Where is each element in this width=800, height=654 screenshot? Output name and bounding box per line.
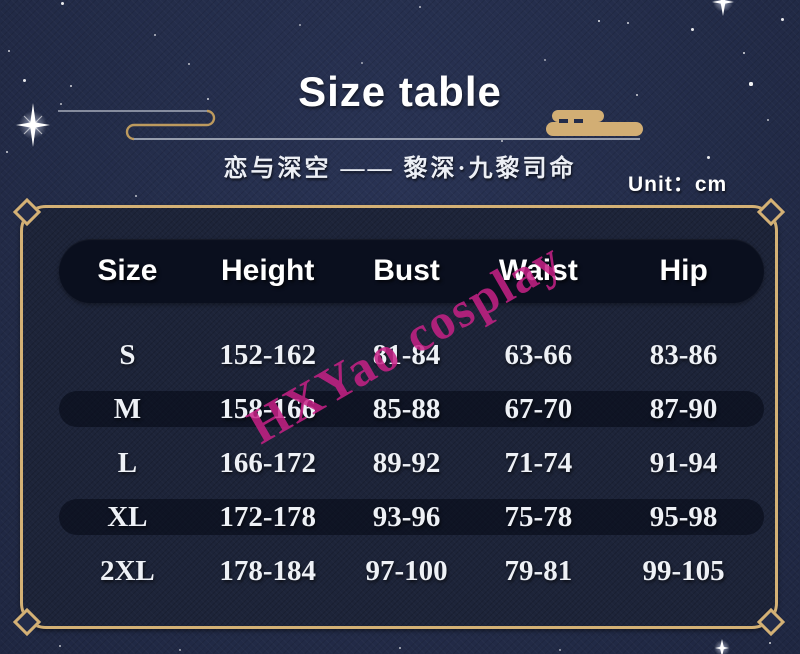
table-cell: 85-88 bbox=[372, 392, 441, 425]
table-cell: 99-105 bbox=[642, 554, 725, 587]
table-row-xl: XL 172-178 93-96 75-78 95-98 bbox=[59, 490, 764, 544]
corner-ornament-icon bbox=[12, 197, 42, 227]
table-frame: Size Height Bust Waist Hip S 152-162 81-84 63-6… bbox=[12, 197, 786, 637]
table-cell: 158-166 bbox=[219, 392, 316, 425]
table-row-2xl: 2XL 178-184 97-100 79-81 99-105 bbox=[59, 544, 764, 598]
table-cell: 63-66 bbox=[504, 338, 573, 371]
table-cell: S bbox=[119, 338, 136, 371]
table-row-l: L 166-172 89-92 71-74 91-94 bbox=[59, 436, 764, 490]
table-cell: 166-172 bbox=[219, 446, 316, 479]
table-header-row: Size Height Bust Waist Hip bbox=[59, 239, 764, 303]
sparkle-star-icon bbox=[712, 0, 734, 16]
table-cell: 152-162 bbox=[219, 338, 316, 371]
table-cell: 75-78 bbox=[504, 500, 573, 533]
header-cell-height: Height bbox=[221, 254, 315, 287]
table-cell: XL bbox=[107, 500, 148, 533]
corner-ornament-icon bbox=[756, 607, 786, 637]
subtitle: 恋与深空 —— 黎深·九黎司命 bbox=[223, 156, 577, 182]
table-cell: 89-92 bbox=[372, 446, 441, 479]
corner-ornament-icon bbox=[12, 607, 42, 637]
table-cell: 95-98 bbox=[649, 500, 718, 533]
header-cell-size: Size bbox=[97, 254, 158, 287]
table-cell: M bbox=[113, 392, 142, 425]
header-cell-bust: Bust bbox=[373, 254, 440, 287]
table-cell: 71-74 bbox=[504, 446, 573, 479]
size-table: Size Height Bust Waist Hip S 152-162 81-84 63-6… bbox=[59, 239, 764, 585]
table-cell: 97-100 bbox=[365, 554, 448, 587]
header-cell-hip: Hip bbox=[659, 254, 708, 287]
table-cell: 178-184 bbox=[219, 554, 316, 587]
table-cell: 81-84 bbox=[372, 338, 441, 371]
table-cell: L bbox=[117, 446, 138, 479]
table-row-m: M 158-166 85-88 67-70 87-90 bbox=[59, 382, 764, 436]
sparkle-star-icon bbox=[714, 639, 730, 654]
table-cell: 67-70 bbox=[504, 392, 573, 425]
table-cell: 83-86 bbox=[649, 338, 718, 371]
table-cell: 2XL bbox=[99, 554, 155, 587]
table-cell: 87-90 bbox=[649, 392, 718, 425]
unit-label: Unit：cm bbox=[628, 173, 728, 196]
table-row-s: S 152-162 81-84 63-66 83-86 bbox=[59, 328, 764, 382]
table-body: S 152-162 81-84 63-66 83-86 M 158-166 85-88 67-7… bbox=[59, 328, 764, 598]
table-cell: 91-94 bbox=[649, 446, 718, 479]
table-cell: 172-178 bbox=[219, 500, 316, 533]
corner-ornament-icon bbox=[756, 197, 786, 227]
table-cell: 79-81 bbox=[504, 554, 573, 587]
table-cell: 93-96 bbox=[372, 500, 441, 533]
page-title: Size table bbox=[298, 68, 502, 115]
header-cell-waist: Waist bbox=[498, 254, 578, 287]
